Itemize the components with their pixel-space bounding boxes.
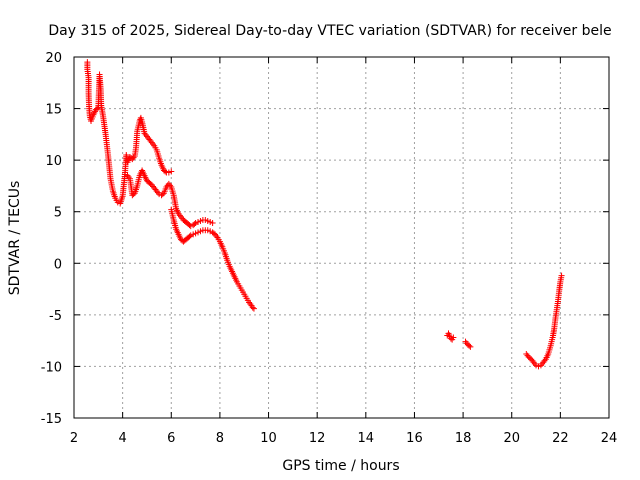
y-tick-label: -10: [41, 360, 62, 375]
x-tick-label: 22: [552, 431, 569, 446]
x-ticks: 2 4 6 8 10 12 14 16 18 20 22 24: [70, 57, 617, 446]
x-tick-label: 12: [309, 431, 326, 446]
x-tick-label: 10: [260, 431, 277, 446]
y-tick-label: 0: [54, 257, 62, 272]
data-point: [94, 105, 101, 112]
x-tick-label: 24: [601, 431, 618, 446]
data-point: [191, 221, 198, 228]
x-tick-label: 20: [503, 431, 520, 446]
x-tick-label: 6: [167, 431, 175, 446]
y-tick-label: 5: [54, 206, 62, 221]
x-axis-label: GPS time / hours: [282, 458, 399, 474]
x-tick-label: 18: [455, 431, 472, 446]
data-point: [168, 168, 175, 175]
y-tick-label: 10: [45, 154, 62, 169]
x-tick-label: 8: [216, 431, 224, 446]
y-tick-label: 20: [45, 51, 62, 66]
x-tick-label: 2: [70, 431, 78, 446]
chart-title: Day 315 of 2025, Sidereal Day-to-day VTE…: [48, 23, 611, 39]
y-axis-label: SDTVAR / TECUs: [7, 181, 23, 296]
data-point: [159, 191, 166, 198]
data-point: [466, 342, 473, 349]
grid: [74, 57, 609, 418]
y-tick-label: -5: [49, 309, 62, 324]
x-tick-label: 14: [358, 431, 375, 446]
data-point: [467, 343, 474, 350]
x-tick-label: 4: [118, 431, 126, 446]
data-point: [125, 174, 132, 181]
y-tick-label: -15: [41, 412, 62, 427]
data-point: [249, 304, 256, 311]
data-point: [450, 334, 457, 341]
x-tick-label: 16: [406, 431, 423, 446]
data-point: [162, 168, 169, 175]
data-points: [84, 59, 565, 370]
y-tick-label: 15: [45, 103, 62, 118]
data-point: [186, 233, 193, 240]
plot-frame: [73, 56, 610, 419]
data-point: [558, 272, 565, 279]
data-point: [250, 305, 257, 312]
y-ticks: 20 15 10 5 0 -5 -10 -15: [41, 51, 609, 427]
data-point: [209, 220, 216, 227]
